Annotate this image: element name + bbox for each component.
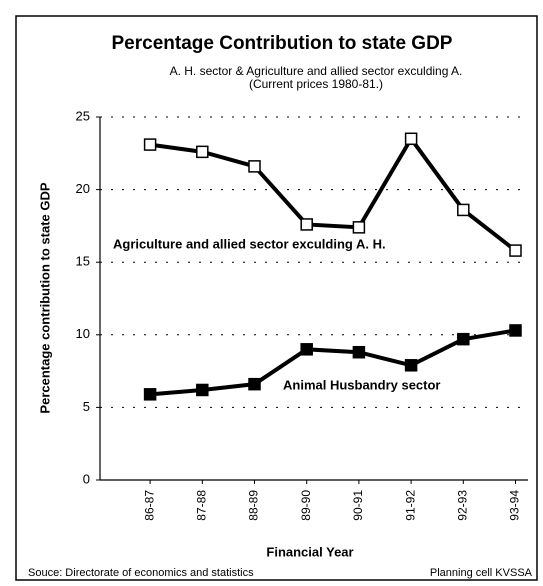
x-tick-label: 89-90: [299, 490, 313, 521]
y-tick-label: 0: [83, 471, 90, 486]
data-point: [509, 324, 522, 337]
data-point: [196, 383, 209, 397]
data-point: [404, 132, 418, 146]
subtitle: A. H. sector & Agriculture and allied se…: [170, 64, 463, 78]
data-point: [143, 138, 157, 151]
x-tick-label: 91-92: [403, 490, 417, 521]
credit-note: Planning cell KVSSA: [430, 567, 533, 579]
y-tick-label: 25: [76, 108, 90, 123]
data-point: [143, 388, 157, 401]
y-tick-label: 5: [83, 399, 90, 414]
data-point: [248, 160, 261, 173]
series-label: Agriculture and allied sector exculding …: [113, 236, 386, 251]
x-axis-label: Financial Year: [266, 544, 353, 559]
series-line: [149, 135, 517, 253]
data-point: [352, 345, 366, 359]
x-tick-label: 86-87: [142, 490, 156, 521]
y-axis-label: Percentage contribution to state GDP: [37, 182, 52, 413]
data-point: [509, 244, 522, 257]
y-tick-label: 15: [76, 254, 90, 269]
x-tick-label: 87-88: [194, 490, 208, 521]
frame: [15, 15, 538, 581]
data-point: [300, 218, 313, 231]
x-tick-label: 88-89: [247, 490, 261, 521]
data-point: [404, 359, 418, 372]
data-point: [196, 145, 209, 159]
series-line: [149, 328, 516, 397]
source-note: Souce: Directorate of economics and stat…: [28, 567, 254, 579]
y-tick-label: 10: [76, 326, 90, 341]
x-tick-label: 93-94: [508, 490, 522, 521]
x-tick-label: 92-93: [455, 490, 469, 521]
series-label: Animal Husbandry sector: [283, 377, 441, 392]
chart-title: Percentage Contribution to state GDP: [112, 33, 453, 54]
subtitle: (Current prices 1980-81.): [249, 77, 383, 91]
data-point: [457, 203, 470, 217]
data-point: [248, 377, 261, 391]
x-tick-label: 90-91: [351, 490, 365, 521]
data-point: [300, 343, 313, 356]
data-point: [352, 221, 366, 234]
data-point: [457, 332, 470, 346]
y-tick-label: 20: [76, 181, 90, 196]
